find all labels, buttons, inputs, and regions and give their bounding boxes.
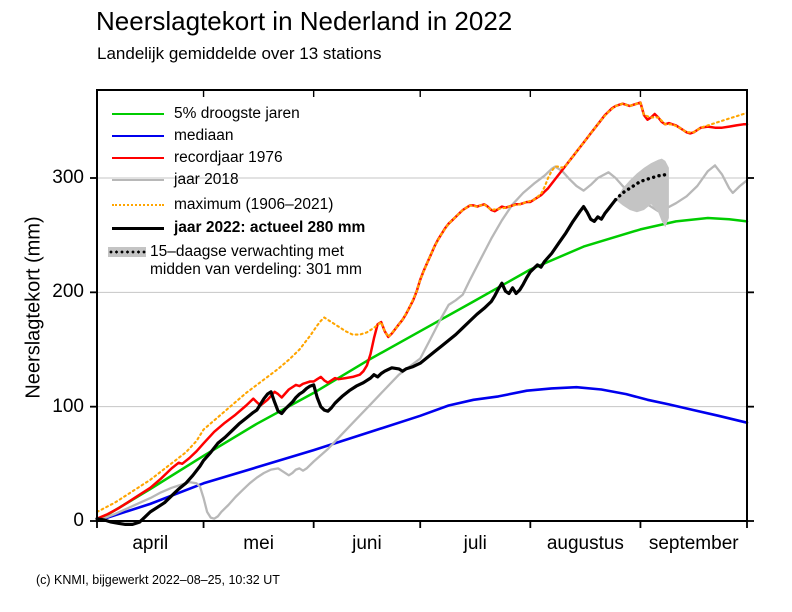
legend-label: maximum (1906–2021)	[174, 196, 334, 213]
legend-label: 5% droogste jaren	[174, 105, 300, 122]
legend-item-jaar-2018: jaar 2018	[112, 170, 239, 190]
legend-item-jaar-2022: jaar 2022: actueel 280 mm	[112, 218, 365, 238]
x-month-label-mei: mei	[243, 533, 274, 554]
x-month-label-april: april	[132, 533, 169, 554]
x-month-label-juni: juni	[352, 533, 382, 554]
blue-line-swatch	[112, 135, 164, 137]
legend-label-line2: midden van verdeling: 301 mm	[150, 261, 362, 278]
forecast-band-swatch	[108, 247, 146, 257]
legend-label: jaar 2018	[174, 171, 239, 188]
series-mediaan	[95, 385, 749, 523]
legend-label: 15–daagse verwachting met	[150, 243, 344, 260]
x-month-label-september: september	[648, 533, 739, 554]
legend-item-droogste-5pct: 5% droogste jaren	[112, 104, 300, 124]
legend-item-forecast: 15–daagse verwachting met	[108, 242, 344, 262]
series-jaar-2022	[95, 198, 618, 527]
x-month-label-juli: juli	[463, 533, 487, 554]
y-tick-label-0: 0	[73, 510, 84, 531]
chart-subtitle: Landelijk gemiddelde over 13 stations	[97, 44, 382, 63]
plot-frame	[96, 89, 748, 522]
legend-label: mediaan	[174, 127, 234, 144]
forecast-dotted-line	[613, 172, 671, 202]
legend-item-recordjaar-1976: recordjaar 1976	[112, 148, 283, 168]
forecast-band	[615, 158, 669, 228]
y-tick-label-300: 300	[52, 167, 84, 188]
gray-line-swatch	[112, 179, 164, 181]
copyright-footer: (c) KNMI, bijgewerkt 2022–08–25, 10:32 U…	[36, 573, 280, 587]
y-tick-label-200: 200	[52, 281, 84, 303]
red-line-swatch	[112, 157, 164, 159]
y-tick-label-100: 100	[52, 395, 84, 417]
x-month-label-augustus: augustus	[546, 533, 624, 554]
orange-dotted-swatch	[112, 204, 164, 206]
series-maximum-1906-2021	[95, 101, 749, 513]
legend-item-maximum: maximum (1906–2021)	[112, 195, 333, 215]
legend-label: jaar 2022: actueel 280 mm	[174, 219, 366, 236]
legend-label: recordjaar 1976	[174, 149, 283, 166]
legend-item-mediaan: mediaan	[112, 126, 233, 146]
black-line-swatch	[112, 226, 164, 230]
series-droogste-5pct	[95, 216, 749, 523]
chart-title: Neerslagtekort in Nederland in 2022	[96, 6, 513, 36]
green-line-swatch	[112, 113, 164, 115]
